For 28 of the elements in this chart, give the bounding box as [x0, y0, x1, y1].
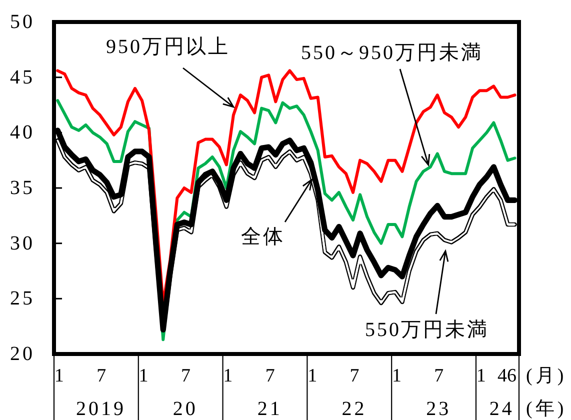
x2-tick-label: 2019 [76, 398, 126, 420]
x2-tick-label: 20 [172, 398, 198, 420]
y-tick-label: 30 [10, 232, 35, 254]
y-tick-label: 35 [10, 177, 35, 199]
x2-axis-title: (年) [526, 398, 567, 420]
x-tick-label: 4 [497, 366, 508, 386]
x-tick-label: 1 [54, 366, 64, 386]
x-tick-label: 7 [350, 366, 360, 386]
x-tick-label: 1 [138, 366, 148, 386]
x-tick-label: 1 [308, 366, 318, 386]
x-tick-label: 1 [223, 366, 233, 386]
x2-tick-label: 24 [489, 398, 514, 420]
x-tick-label: 7 [96, 366, 106, 386]
x2-tick-label: 22 [342, 398, 367, 420]
x2-tick-label: 21 [257, 398, 282, 420]
y-tick-label: 45 [10, 66, 35, 88]
x-tick-label: 7 [180, 366, 190, 386]
x-tick-label: 6 [507, 366, 516, 386]
x2-tick-label: 23 [426, 398, 452, 420]
x-axis-title: (月) [526, 366, 567, 386]
x-tick-label: 7 [434, 366, 444, 386]
y-tick-label: 20 [10, 343, 35, 365]
x-tick-label: 7 [265, 366, 275, 386]
y-tick-label: 50 [10, 11, 35, 33]
y-tick-label: 25 [10, 288, 35, 310]
y-tick-label: 40 [10, 122, 35, 144]
x-tick-label: 1 [476, 366, 486, 386]
x-tick-label: 1 [392, 366, 402, 386]
